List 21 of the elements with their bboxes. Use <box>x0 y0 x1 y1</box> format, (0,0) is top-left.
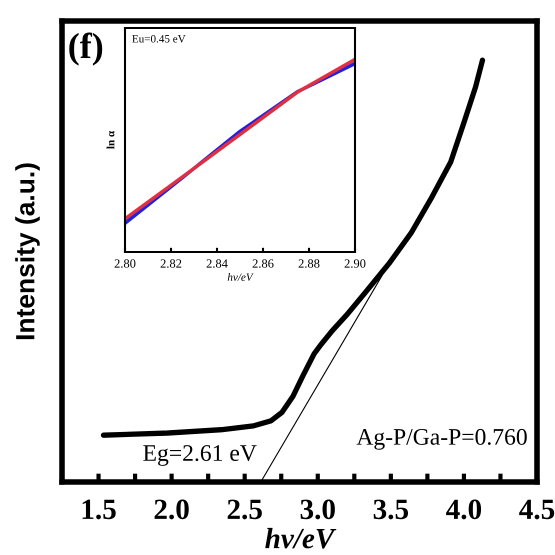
x-tick-label: 2.5 <box>228 500 262 520</box>
x-tick-label: 3.5 <box>374 500 408 520</box>
x-tick-label: 2.0 <box>154 500 189 520</box>
x-tick-label: 4.5 <box>519 500 554 520</box>
x-tick-label: 1.5 <box>82 500 116 520</box>
y-axis-title: Intensity (a.u.) <box>15 163 40 340</box>
annotation: Eg=2.61 eV <box>143 445 257 466</box>
x-tick-label: 2.82 <box>160 259 182 268</box>
annotation: (f) <box>69 32 102 66</box>
x-tick-label: 3.0 <box>300 500 335 520</box>
y-axis-title: ln α <box>106 130 114 149</box>
text: Eu=0.45 eV <box>132 35 186 43</box>
x-tick-label: 2.86 <box>252 259 274 268</box>
x-tick-label: 2.80 <box>114 259 136 268</box>
annotation: Ag-P/Ga-P=0.760 <box>356 428 527 450</box>
x-tick-label: 2.84 <box>206 259 228 268</box>
x-tick-label: 2.88 <box>298 259 320 268</box>
x-tick-label: 4.0 <box>446 500 482 520</box>
x-axis-title: hv/eV <box>265 528 336 549</box>
x-tick-label: 2.90 <box>344 259 366 268</box>
x-axis-title: hv/eV <box>228 273 254 281</box>
